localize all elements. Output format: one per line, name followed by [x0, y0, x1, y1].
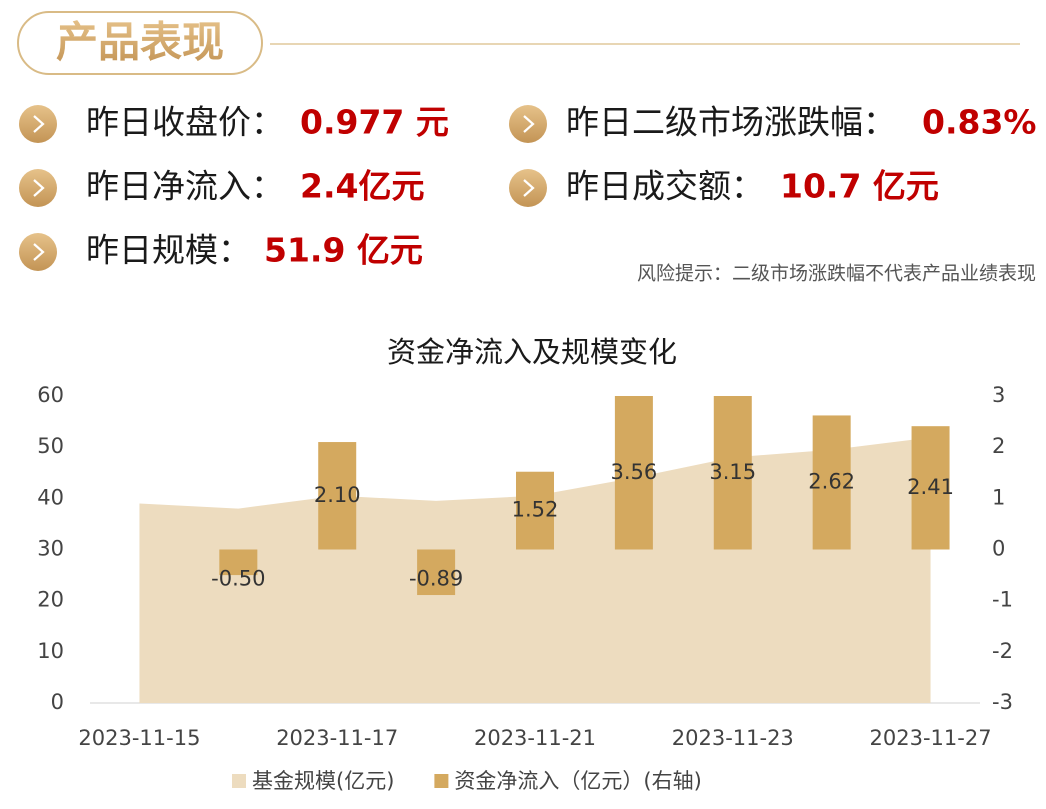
legend-swatch: [232, 774, 246, 788]
y-tick-label: 30: [37, 537, 64, 561]
y2-tick-label: -3: [992, 690, 1013, 714]
x-tick-label: 2023-11-17: [276, 726, 398, 750]
data-label: 2.62: [808, 469, 855, 493]
data-label: 2.41: [907, 475, 954, 499]
y-tick-label: 0: [51, 690, 64, 714]
legend-label: 资金净流入（亿元）(右轴): [454, 769, 701, 793]
bullet-icon: [17, 231, 59, 273]
bar: [516, 471, 554, 550]
bar: [219, 549, 258, 576]
y2-tick-label: 3: [992, 383, 1005, 407]
title-pill: [17, 11, 263, 75]
bar: [812, 415, 851, 550]
y2-tick-label: 1: [992, 485, 1005, 509]
y-tick-label: 20: [37, 588, 64, 612]
stat-label: 昨日规模：: [86, 231, 251, 270]
y-tick-label: 10: [37, 639, 64, 663]
x-tick-label: 2023-11-21: [474, 726, 596, 750]
data-label: 3.56: [611, 460, 658, 484]
data-label: 2.10: [314, 483, 361, 507]
y2-tick-label: 0: [992, 537, 1005, 561]
stat-value: 2.4亿元: [300, 167, 424, 206]
stat-label: 昨日二级市场涨跌幅：: [566, 103, 896, 142]
x-tick-label: 2023-11-27: [870, 726, 992, 750]
y2-tick-label: -1: [992, 588, 1013, 612]
bar: [417, 549, 456, 596]
bar: [713, 396, 752, 550]
y2-tick-label: -2: [992, 639, 1013, 663]
data-label: -0.89: [409, 567, 463, 591]
x-tick-label: 2023-11-15: [78, 726, 200, 750]
bullet-icon: [17, 167, 59, 209]
legend-label: 基金规模(亿元): [252, 769, 394, 793]
bar: [911, 426, 950, 550]
plot: 0 10 20 30 40 50 60 -3 -2 -1 0 1 2 3 2023-11-15 2023-11…: [37, 383, 1013, 793]
bullet-icon: [17, 103, 59, 145]
stat-label: 昨日净流入：: [86, 167, 284, 206]
bar: [614, 396, 653, 550]
stat-value: 51.9 亿元: [264, 231, 423, 270]
bullet-icon: [507, 103, 549, 145]
stat-value: 10.7 亿元: [780, 167, 939, 206]
stat-value: 0.977 元: [300, 103, 449, 142]
x-tick-label: 2023-11-23: [672, 726, 794, 750]
section-title: 产品表现: [56, 18, 224, 67]
risk-note: 风险提示：二级市场涨跌幅不代表产品业绩表现: [637, 263, 1036, 285]
y-tick-label: 40: [37, 485, 64, 509]
y-tick-label: 60: [37, 383, 64, 407]
chart-title: 资金净流入及规模变化: [387, 335, 677, 369]
y-tick-label: 50: [37, 434, 64, 458]
data-label: 1.52: [512, 498, 559, 522]
data-label: 3.15: [709, 460, 756, 484]
y2-tick-label: 2: [992, 434, 1005, 458]
bullet-icon: [507, 167, 549, 209]
stat-label: 昨日成交额：: [566, 167, 764, 206]
stat-label: 昨日收盘价：: [86, 103, 284, 142]
legend-swatch: [434, 774, 449, 788]
data-label: -0.50: [211, 567, 265, 591]
bar: [318, 442, 357, 550]
stat-value: 0.83%: [922, 103, 1037, 142]
